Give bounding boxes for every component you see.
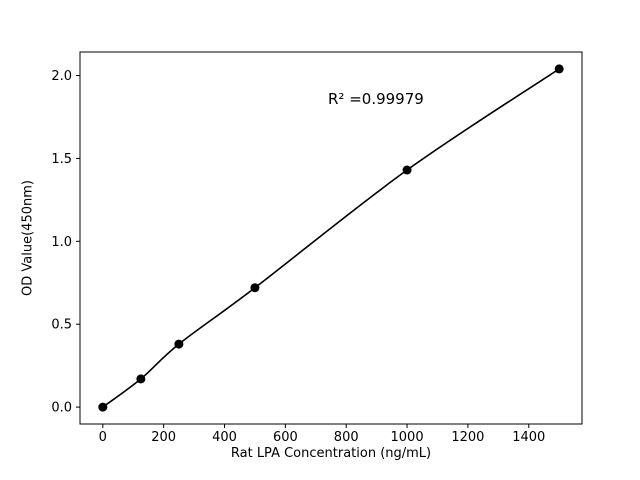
data-point-marker [136, 374, 146, 384]
y-tick-label: 2.0 [51, 69, 72, 84]
x-axis-label: Rat LPA Concentration (ng/mL) [230, 446, 432, 461]
x-tick-label: 800 [334, 430, 359, 445]
x-tick-label: 600 [273, 430, 298, 445]
r-squared-annotation: R² =0.99979 [328, 90, 424, 108]
x-tick-label: 1200 [451, 430, 484, 445]
x-tick-label: 400 [212, 430, 237, 445]
x-tick-label: 200 [151, 430, 176, 445]
x-tick-label: 1000 [391, 430, 424, 445]
data-point-marker [174, 339, 184, 349]
x-tick-label: 1400 [512, 430, 545, 445]
y-tick-label: 0.0 [51, 401, 72, 416]
data-points [98, 64, 564, 412]
y-tick-label: 1.5 [51, 152, 72, 167]
data-point-marker [402, 165, 412, 175]
data-point-marker [250, 283, 260, 293]
series-line [102, 68, 560, 408]
y-axis-ticks: 0.0 0.5 1.0 1.5 2.0 [51, 69, 80, 416]
data-point-marker [98, 402, 108, 412]
y-tick-label: 0.5 [51, 318, 72, 333]
x-tick-label: 0 [99, 430, 107, 445]
x-axis-ticks: 0 200 400 600 800 1000 1200 1400 [99, 424, 545, 445]
axes-frame [79, 51, 583, 425]
data-point-marker [554, 64, 564, 74]
y-axis-label: OD Value(450nm) [20, 180, 36, 296]
y-tick-label: 1.0 [51, 235, 72, 250]
